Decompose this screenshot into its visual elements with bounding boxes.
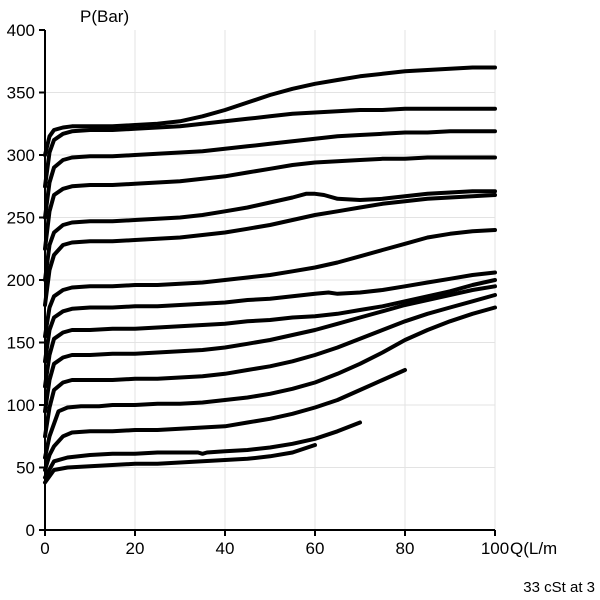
y-tick-label: 200 <box>7 271 35 290</box>
y-tick-label: 400 <box>7 21 35 40</box>
y-tick-label: 50 <box>16 459 35 478</box>
y-tick-label: 250 <box>7 209 35 228</box>
y-tick-label: 100 <box>7 396 35 415</box>
y-tick-label: 150 <box>7 334 35 353</box>
series-line <box>45 280 495 386</box>
y-tick-label: 0 <box>26 521 35 540</box>
series-line <box>45 131 495 217</box>
y-tick-label: 350 <box>7 84 35 103</box>
x-tick-label: 80 <box>396 539 415 558</box>
x-tick-label: 100 <box>481 539 509 558</box>
series-line <box>45 195 495 305</box>
series-line <box>45 295 495 436</box>
y-axis-label: P(Bar) <box>80 7 129 26</box>
x-tick-label: 0 <box>40 539 49 558</box>
pressure-flow-chart: 0 20 40 60 80 100 0 50 100 150 200 250 300 350 400 P(Ba… <box>0 0 600 600</box>
x-axis-label: Q(L/m <box>510 539 557 558</box>
y-tick-label: 300 <box>7 146 35 165</box>
x-tick-label: 60 <box>306 539 325 558</box>
footnote-text: 33 cSt at 3 <box>523 579 595 596</box>
x-tick-label: 20 <box>126 539 145 558</box>
series-line <box>45 109 495 187</box>
x-tick-label: 40 <box>216 539 235 558</box>
